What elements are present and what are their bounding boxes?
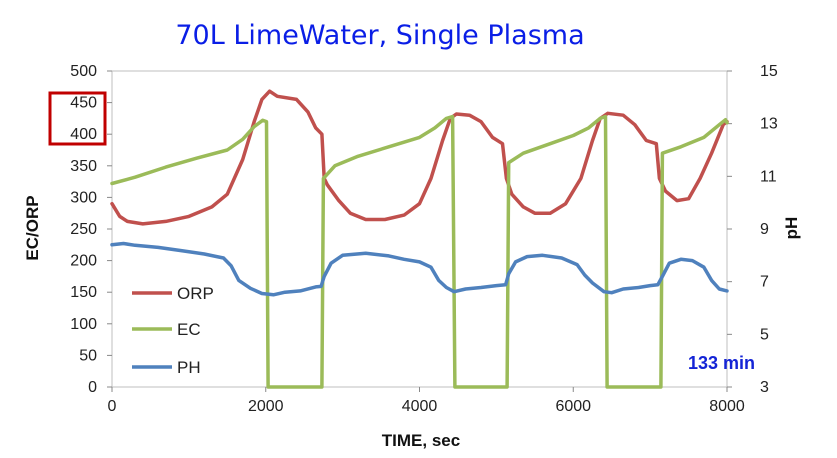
y2-tick-label: 13	[760, 116, 778, 133]
y-tick-label: 250	[70, 221, 97, 238]
y-tick-label: 450	[70, 95, 97, 112]
y2-tick-label: 11	[760, 168, 777, 185]
chart-series	[110, 89, 729, 389]
y-tick-label: 0	[88, 379, 97, 396]
y2-axis-title: pH	[782, 217, 801, 240]
y2-tick-label: 9	[760, 221, 769, 238]
y2-tick-label: 5	[760, 326, 769, 343]
x-tick-label: 2000	[248, 398, 284, 415]
x-tick-label: 6000	[555, 398, 591, 415]
y-tick-label: 500	[70, 63, 97, 80]
chart-title: 70L LimeWater, Single Plasma	[175, 20, 584, 51]
series-line-ph	[110, 241, 729, 297]
y-tick-label: 150	[70, 284, 97, 301]
x-tick-label: 8000	[709, 398, 745, 415]
x-tick-label: 0	[108, 398, 117, 415]
y-axis-title: EC/ORP	[23, 195, 42, 260]
y-tick-label: 300	[70, 189, 97, 206]
x-tick-label: 4000	[402, 398, 438, 415]
y-tick-label: 400	[70, 126, 97, 143]
duration-annotation: 133 min	[688, 353, 755, 373]
plot-area-frame	[111, 70, 728, 388]
y2-tick-label: 15	[760, 63, 778, 80]
series-line-ec	[110, 114, 729, 389]
chart-axes: 0 2000 4000 6000 8000 0 50 100 150 200 250 300 350 40…	[70, 63, 778, 415]
x-axis-title: TIME, sec	[382, 431, 460, 450]
y2-tick-label: 3	[760, 379, 769, 396]
y-tick-label: 50	[79, 347, 97, 364]
y-tick-label: 100	[70, 316, 97, 333]
highlight-box	[48, 91, 107, 146]
legend-label-orp: ORP	[177, 284, 214, 303]
chart-legend: ORP EC PH	[132, 284, 214, 377]
legend-label-ph: PH	[177, 358, 201, 377]
y2-tick-label: 7	[760, 274, 769, 291]
y-tick-label: 350	[70, 158, 97, 175]
y-tick-label: 200	[70, 253, 97, 270]
legend-label-ec: EC	[177, 320, 201, 339]
